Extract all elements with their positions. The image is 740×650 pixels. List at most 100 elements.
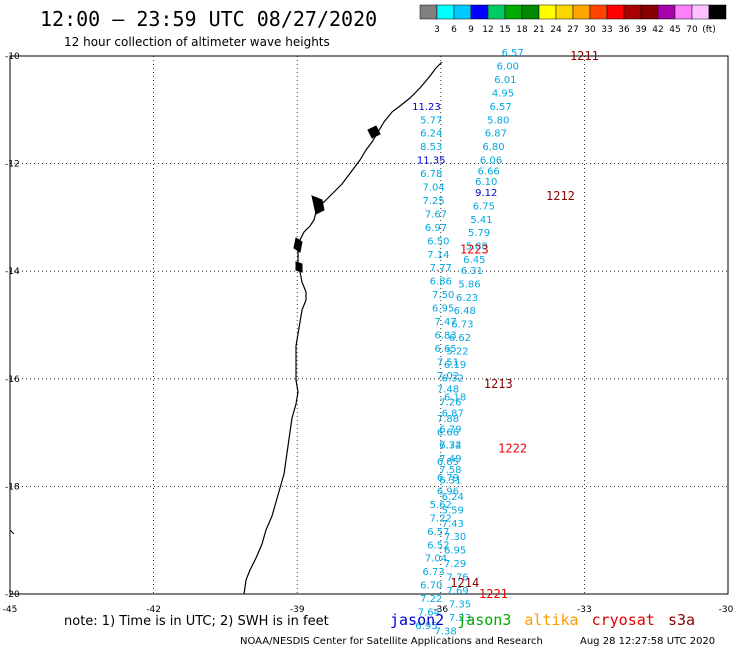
satellite-altika: altika: [524, 611, 578, 629]
wave-height-value: 7.26: [439, 398, 461, 409]
wave-height-value: 6.65: [434, 344, 456, 355]
longitude-label: -36: [433, 605, 448, 615]
wave-height-value: 6.85: [437, 457, 459, 468]
legend-label: 3: [434, 25, 440, 35]
wave-height-value: 7.69: [446, 586, 468, 597]
legend-swatch: [487, 4, 506, 20]
legend-label: 33: [601, 25, 612, 35]
wave-height-value: 6.31: [461, 266, 483, 277]
legend-label: 70: [686, 25, 698, 35]
coastline: [243, 61, 443, 595]
track-1221: 5.62 7.22 6.57 6.52 7.04 6.73 6.70 7.22 7.64 6.95…: [415, 500, 508, 637]
wave-height-value: 6.10: [475, 177, 497, 188]
track-1214: 6.24 5.59 7.43 7.30 6.95 7.29 7.76 7.69 7.35 7.23…: [442, 492, 480, 624]
coastal-islands: [9, 125, 381, 535]
wave-height-value: 7.47: [434, 317, 456, 328]
wave-height-value: 7.30: [444, 532, 466, 543]
track-id-label: 1221: [479, 587, 508, 601]
latitude-label: -14: [5, 267, 20, 277]
axis-tick-labels: -10 -12 -14 -16 -18 -20 -45 -42 -39 -36 -33 -30: [3, 52, 734, 615]
wave-height-value: 6.80: [482, 142, 504, 153]
wave-height-value: 6.34: [439, 441, 461, 452]
wave-height-value: 6.73: [451, 320, 473, 331]
wave-height-value: 6.57: [490, 102, 512, 113]
wave-height-value: 6.86: [430, 277, 452, 288]
wave-height-value: 7.14: [427, 250, 449, 261]
longitude-label: -39: [290, 605, 305, 615]
wave-height-value: 8.53: [420, 142, 442, 153]
wave-height-value: 6.87: [485, 129, 507, 140]
wave-height-value: 6.01: [494, 75, 516, 86]
map-title: 12:00 – 23:59 UTC 08/27/2020: [40, 7, 377, 31]
wave-height-value: 5.80: [487, 115, 509, 126]
wave-height-value: 6.19: [444, 360, 466, 371]
legend-label: 24: [550, 25, 562, 35]
legend-label: 12: [482, 25, 493, 35]
legend-swatch: [521, 4, 540, 20]
wave-height-value: 6.97: [425, 223, 447, 234]
wave-height-value: 11.23: [412, 102, 441, 113]
wave-height-value: 6.57: [501, 48, 523, 59]
wave-height-value: 7.35: [449, 599, 471, 610]
legend-label: 18: [516, 25, 528, 35]
longitude-label: -30: [719, 605, 734, 615]
satellite-jason3: jason3: [457, 611, 511, 629]
track-1222: 7.88 6.66 7.72 7.497.586.316.96 1222: [437, 414, 527, 498]
legend-swatch: [708, 4, 727, 20]
legend-swatch: [674, 4, 693, 20]
wave-height-value: 6.79: [437, 473, 459, 484]
credit-text: NOAA/NESDIS Center for Satellite Applica…: [240, 636, 543, 647]
wave-height-value: 5.41: [470, 215, 492, 226]
legend-swatch: [555, 4, 574, 20]
wave-height-value: 7.64: [418, 608, 440, 619]
latitude-label: -20: [5, 590, 20, 600]
wave-height-value: 6.45: [463, 255, 485, 266]
longitude-label: -45: [3, 605, 18, 615]
color-scale-legend: 3 6 9 12 15 18 21 24 27 30 33 36 39 42 45 70 (ft): [419, 4, 727, 35]
wave-height-value: 5.22: [446, 347, 468, 358]
legend-swatch: [657, 4, 676, 20]
wave-height-value: 7.04: [425, 554, 447, 565]
legend-swatch: [504, 4, 523, 20]
legend-label: 15: [499, 25, 510, 35]
track-1223: 11.23 5.77 6.24 8.53 11.35 6.78 7.04 7.25 7.67 6.…: [412, 102, 489, 409]
footer-timestamp: Aug 28 12:27:58 UTC 2020: [580, 636, 715, 647]
legend-swatch: [572, 4, 591, 20]
track-id-label: 1214: [450, 576, 479, 590]
wave-height-value: 6.78: [420, 169, 442, 180]
wave-height-value: 6.23: [456, 293, 478, 304]
wave-height-value: 7.72: [439, 441, 461, 452]
legend-label: 45: [669, 25, 680, 35]
track-id-label: 1212: [546, 189, 575, 203]
wave-height-value: 6.66: [478, 166, 500, 177]
wave-height-value: 6.95: [415, 621, 437, 632]
wave-height-value: 7.23: [449, 613, 471, 624]
wave-height-value: 6.31: [439, 476, 461, 487]
wave-height-value: 7.38: [434, 626, 456, 637]
track-id-label: 1223: [460, 243, 489, 257]
legend-swatch: [419, 4, 438, 20]
wave-height-value: 7.04: [422, 183, 444, 194]
wave-height-value: 4.95: [492, 88, 514, 99]
track-id-label: 1222: [498, 442, 527, 456]
map-frame: [9, 55, 729, 595]
wave-height-value: 6.50: [427, 236, 449, 247]
map-subtitle: 12 hour collection of altimeter wave hei…: [64, 35, 330, 49]
legend-swatch: [538, 4, 557, 20]
legend-swatch: [470, 4, 489, 20]
wave-height-value: 6.95: [444, 546, 466, 557]
wave-height-value: 7.25: [422, 196, 444, 207]
satellite-s3a: s3a: [668, 611, 695, 629]
wave-height-value: 6.48: [454, 306, 476, 317]
wave-height-value: 7.49: [439, 454, 461, 465]
wave-height-value: 6.75: [473, 201, 495, 212]
wave-height-value: 6.66: [437, 427, 459, 438]
wave-height-value: 6.00: [497, 61, 519, 72]
legend-label: 42: [652, 25, 663, 35]
legend-label: 36: [618, 25, 630, 35]
wave-height-value: 5.62: [430, 500, 452, 511]
wave-height-value: 7.50: [432, 290, 454, 301]
longitude-label: -42: [146, 605, 161, 615]
satellite-legend: jason2 jason3 altika cryosat s3a: [390, 611, 695, 629]
